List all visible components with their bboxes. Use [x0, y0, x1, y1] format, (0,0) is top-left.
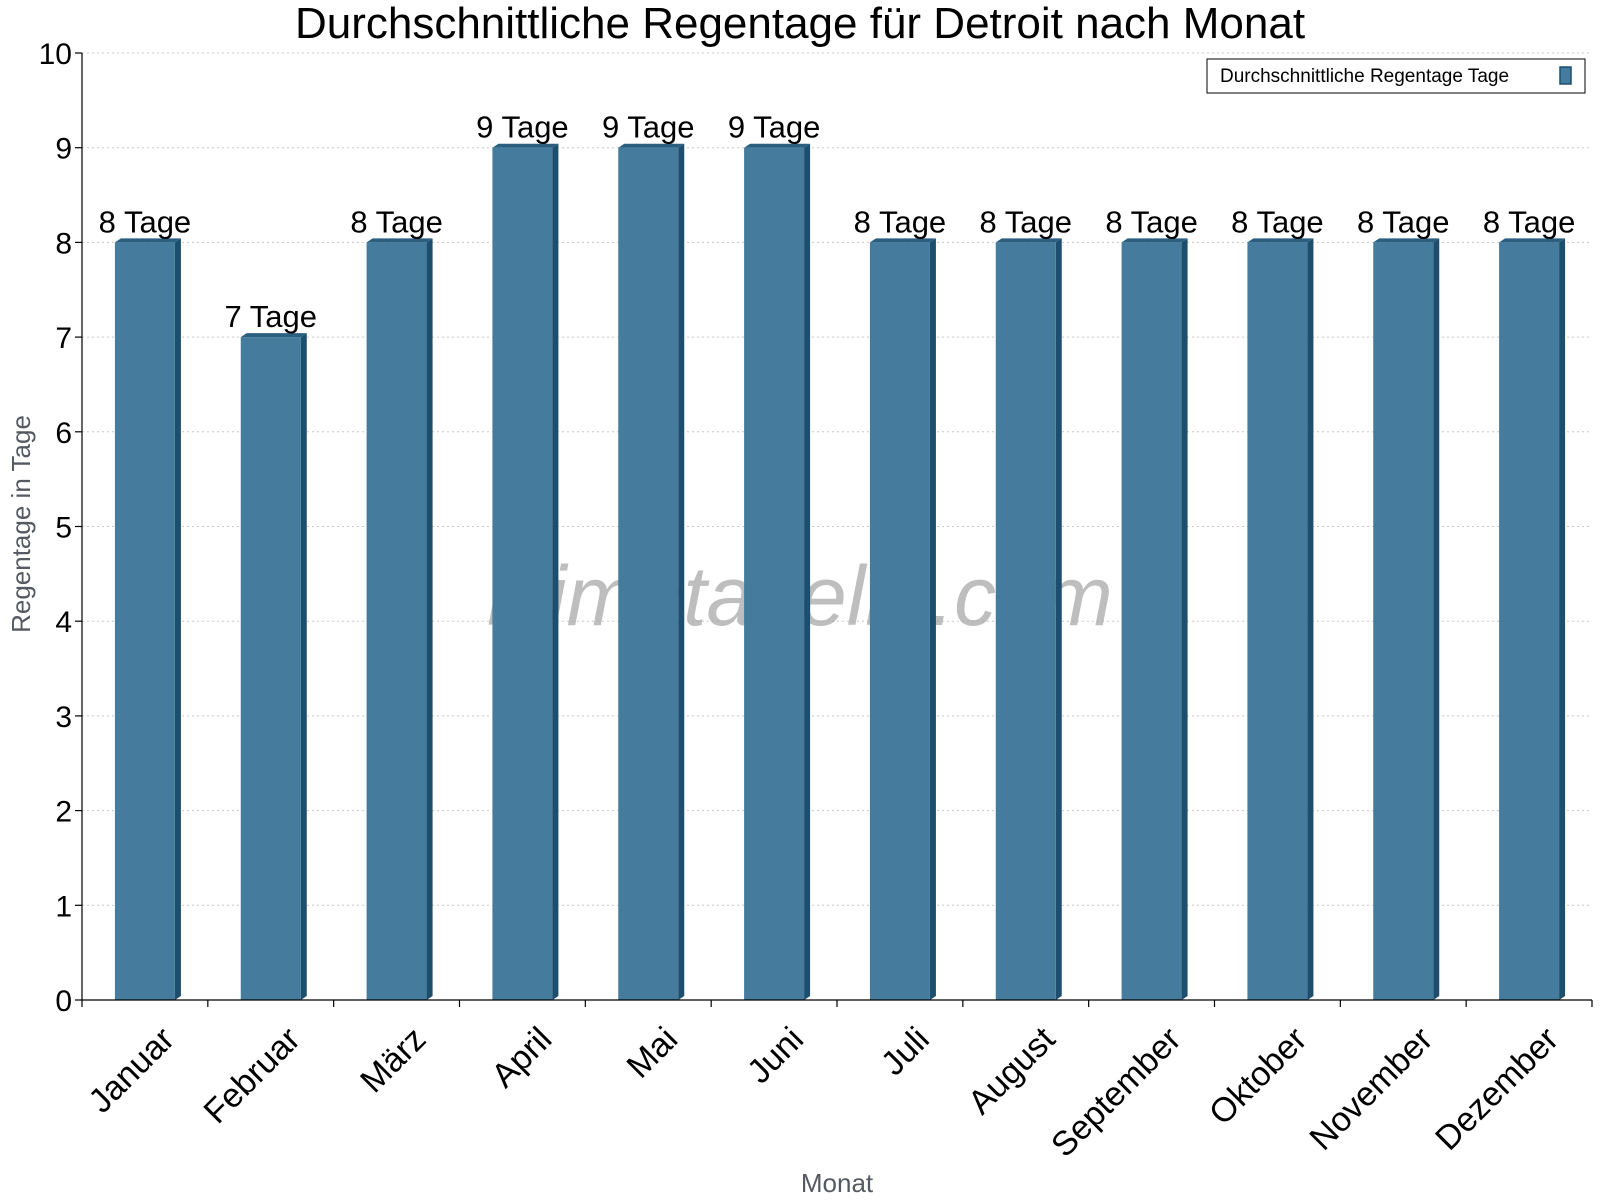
- x-tick-label: Januar: [81, 1020, 181, 1120]
- bar-side: [929, 238, 936, 1000]
- data-label: 9 Tage: [476, 110, 569, 145]
- y-tick-label: 6: [55, 417, 72, 450]
- bar: [240, 337, 301, 1001]
- y-tick-label: 5: [55, 512, 72, 545]
- bar: [492, 147, 553, 1000]
- x-tick-label: Juli: [874, 1020, 937, 1083]
- bar-side: [1181, 238, 1188, 1000]
- chart-title: Durchschnittliche Regentage für Detroit …: [295, 0, 1305, 48]
- data-label: 8 Tage: [99, 204, 192, 239]
- legend-box: [1206, 58, 1586, 94]
- bar: [1121, 242, 1182, 1000]
- bar: [869, 242, 930, 1000]
- bar-side: [552, 143, 559, 1000]
- bar-side: [300, 333, 307, 1001]
- bar-juli: [869, 238, 936, 1000]
- data-label: 9 Tage: [728, 110, 821, 145]
- y-tick-label: 9: [55, 133, 72, 166]
- legend-swatch: [1559, 66, 1572, 85]
- x-tick-label: Juni: [740, 1020, 811, 1091]
- bar-top: [995, 238, 1062, 243]
- bar-mai: [618, 143, 685, 1000]
- y-tick-label: 1: [55, 890, 72, 923]
- bar-dezember: [1499, 238, 1566, 1000]
- bar: [618, 147, 679, 1000]
- data-label: 8 Tage: [350, 204, 443, 239]
- data-label: 8 Tage: [1483, 204, 1576, 239]
- x-tick-label: Februar: [197, 1020, 308, 1131]
- data-label: 7 Tage: [224, 299, 317, 334]
- bar-august: [995, 238, 1062, 1000]
- bar-april: [492, 143, 559, 1000]
- bar-top: [1121, 238, 1188, 243]
- x-tick-label: Mai: [620, 1020, 686, 1086]
- y-tick-label: 10: [39, 38, 72, 71]
- bar: [1247, 242, 1308, 1000]
- bar: [1373, 242, 1434, 1000]
- legend: Durchschnittliche Regentage Tage: [1206, 58, 1586, 94]
- bar: [744, 147, 805, 1000]
- bar: [995, 242, 1056, 1000]
- data-label: 8 Tage: [1231, 204, 1324, 239]
- x-tick-label: Oktober: [1202, 1020, 1314, 1132]
- bar-top: [744, 143, 811, 148]
- data-labels: 8 Tage 7 Tage 8 Tage 9 Tage 9 Tage 9 Tage 8 Ta…: [99, 110, 1576, 334]
- bar-side: [1307, 238, 1314, 1000]
- bar-september: [1121, 238, 1188, 1000]
- bar-top: [1373, 238, 1440, 243]
- data-label: 9 Tage: [602, 110, 695, 145]
- data-label: 8 Tage: [1357, 204, 1450, 239]
- data-label: 8 Tage: [979, 204, 1072, 239]
- bar-top: [618, 143, 685, 148]
- bar-side: [1433, 238, 1440, 1000]
- x-axis-title: Monat: [801, 1168, 874, 1198]
- bar-side: [678, 143, 685, 1000]
- bar-side: [1559, 238, 1566, 1000]
- bar-side: [804, 143, 811, 1000]
- bar-november: [1373, 238, 1440, 1000]
- y-tick-label: 4: [55, 606, 72, 639]
- bar-märz: [366, 238, 433, 1000]
- y-tick-labels: 0 1 2 3 4 5 6 7 8 9 10: [39, 38, 72, 1018]
- legend-label: Durchschnittliche Regentage Tage: [1220, 66, 1509, 87]
- bar: [1499, 242, 1560, 1000]
- bar-side: [174, 238, 181, 1000]
- y-axis-title: Regentage in Tage: [6, 415, 36, 633]
- x-tick-label: August: [961, 1020, 1063, 1122]
- y-tick-label: 8: [55, 227, 72, 260]
- bar-series: [114, 143, 1566, 1001]
- x-tick-label: April: [484, 1020, 559, 1095]
- bar-top: [869, 238, 936, 243]
- bar-top: [240, 333, 307, 338]
- bar-top: [366, 238, 433, 243]
- bar-side: [1055, 238, 1062, 1000]
- bar-juni: [744, 143, 811, 1000]
- bar-top: [114, 238, 181, 243]
- gridlines: [82, 52, 1592, 906]
- y-tick-label: 0: [55, 985, 72, 1018]
- x-tick-label: März: [353, 1020, 433, 1100]
- axes: [75, 52, 1593, 1007]
- bar-januar: [114, 238, 181, 1000]
- y-tick-label: 2: [55, 796, 72, 829]
- x-tick-label: September: [1044, 1020, 1188, 1164]
- data-label: 8 Tage: [854, 204, 947, 239]
- bar-top: [1499, 238, 1566, 243]
- bar-side: [426, 238, 433, 1000]
- bar: [114, 242, 175, 1000]
- y-tick-label: 7: [55, 322, 72, 355]
- y-tick-label: 3: [55, 701, 72, 734]
- bar-februar: [240, 333, 307, 1001]
- bar-top: [492, 143, 559, 148]
- x-tick-label: Dezember: [1428, 1020, 1566, 1158]
- bar: [366, 242, 427, 1000]
- data-label: 8 Tage: [1105, 204, 1198, 239]
- bar-oktober: [1247, 238, 1314, 1000]
- x-tick-labels: Januar Februar März April Mai Juni Juli AugustS…: [81, 1020, 1566, 1165]
- bar-top: [1247, 238, 1314, 243]
- x-tick-label: November: [1302, 1020, 1440, 1158]
